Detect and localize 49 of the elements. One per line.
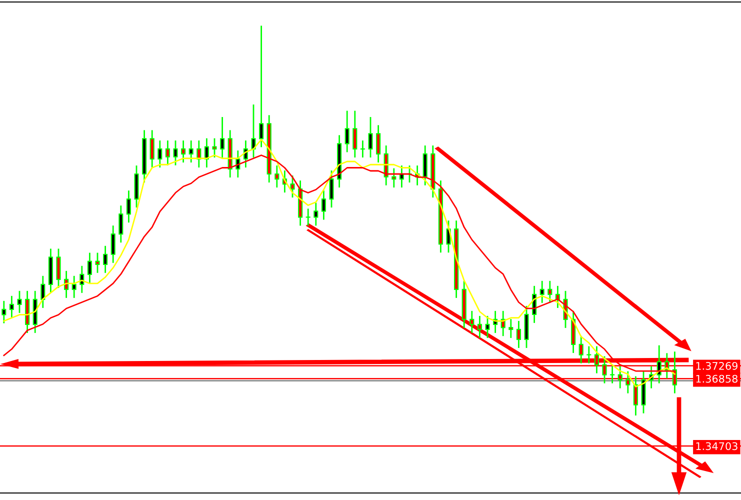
candlestick <box>220 117 225 158</box>
candlestick <box>610 366 615 384</box>
candlestick <box>290 176 295 198</box>
candlestick <box>87 252 92 283</box>
candlestick <box>344 110 350 152</box>
candlestick <box>485 316 490 338</box>
y-tick-label: 1.37269 <box>696 362 738 370</box>
candlestick <box>314 202 318 226</box>
candlestick <box>360 140 365 158</box>
candlestick <box>329 170 334 208</box>
candlestick <box>446 220 451 253</box>
candlestick <box>376 125 381 163</box>
candlestick <box>95 252 100 273</box>
candlestick <box>540 280 544 303</box>
candlestick <box>2 300 6 324</box>
y-tick-label: 1.36858 <box>696 374 738 383</box>
candlestick <box>9 296 14 318</box>
candlestick <box>251 104 256 158</box>
candlestick <box>72 276 76 298</box>
candlestick <box>422 145 428 186</box>
candlestick <box>470 310 474 333</box>
candlestick <box>586 346 592 364</box>
candlestick <box>516 320 521 348</box>
candlestick <box>40 276 46 308</box>
candlestick <box>477 316 482 338</box>
candlestick <box>274 165 280 188</box>
candlestick <box>126 190 131 223</box>
candlestick <box>306 208 310 226</box>
candlestick <box>212 138 217 158</box>
candlestick <box>173 140 178 166</box>
candlestick <box>103 246 108 273</box>
candlestick <box>56 248 61 288</box>
candlestick <box>508 319 514 338</box>
y-tick-label: 1.34703 <box>696 442 738 450</box>
candlestick <box>181 140 186 163</box>
candlestick <box>352 110 358 158</box>
candlestick <box>188 140 194 163</box>
candlestick <box>321 190 326 220</box>
candlestick <box>150 130 154 168</box>
candlestick <box>110 226 116 263</box>
candlestick <box>392 168 396 188</box>
candlestick <box>165 140 170 166</box>
candlestick <box>259 26 264 148</box>
candlestick <box>118 206 124 243</box>
candlestick <box>368 117 373 158</box>
candlestick <box>158 140 162 168</box>
candlestick <box>17 290 22 313</box>
candlestick <box>204 138 209 168</box>
candlestick <box>548 280 552 303</box>
